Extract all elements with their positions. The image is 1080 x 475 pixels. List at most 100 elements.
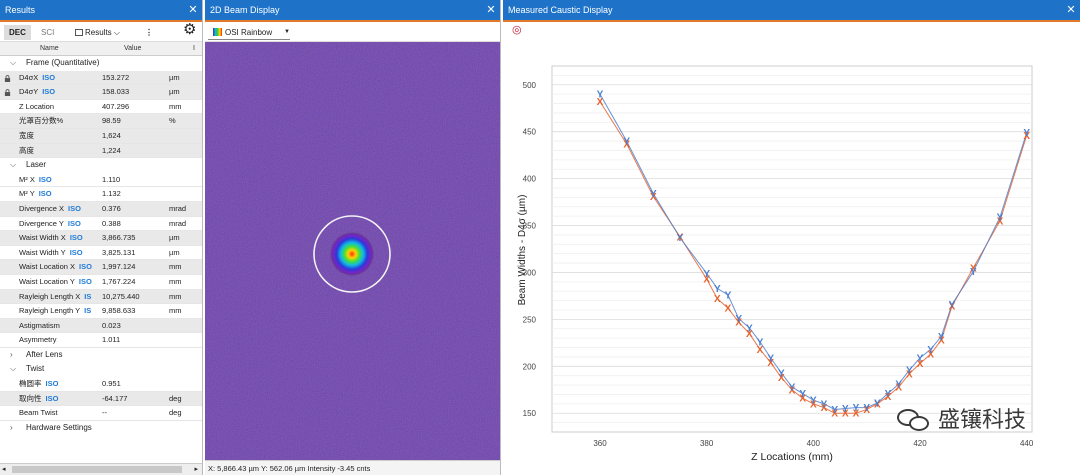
row-name-text: D4σY <box>19 87 39 97</box>
results-dropdown-button[interactable]: Results ⌵ <box>70 25 125 40</box>
watermark: 盛镶科技 <box>897 407 1026 435</box>
row-name: Z Location <box>19 100 54 115</box>
row-value: 1.110 <box>102 174 121 184</box>
row-name: 宽度 <box>19 129 34 144</box>
beam-image[interactable] <box>205 42 501 460</box>
x-tick-label: 360 <box>593 439 607 448</box>
caustic-panel: Measured Caustic Display ✕ ◎ 150 200 250 30… <box>503 0 1080 475</box>
row-name: Waist Location X ISO <box>19 260 92 275</box>
row-unit: mm <box>169 101 182 111</box>
row-name: Waist Location Y ISO <box>19 275 92 290</box>
row-value: 0.388 <box>102 218 121 228</box>
cursor-readout: X: 5,866.43 µm Y: 562.06 µm Intensity -3… <box>208 464 371 473</box>
table-row: Beam Twist -- deg <box>0 406 202 421</box>
tab-sci[interactable]: SCI <box>41 28 55 37</box>
table-row: Rayleigh Length X IS 10,275.440 mm <box>0 289 202 305</box>
row-name-text: Asymmetry <box>19 335 57 345</box>
data-point-x: X <box>853 409 860 420</box>
data-point-y: Y <box>767 353 774 364</box>
row-name: M² X ISO <box>19 173 52 188</box>
data-point-x: X <box>949 302 956 313</box>
lock-icon[interactable] <box>4 74 11 82</box>
row-unit: µm <box>169 247 180 257</box>
more-options-icon[interactable]: ⋮ <box>145 28 153 37</box>
target-settings-icon[interactable]: ◎ <box>512 24 522 36</box>
row-name: Rayleigh Length Y IS <box>19 304 91 319</box>
chevron-right-icon[interactable]: › <box>10 422 13 432</box>
row-name-text: 宽度 <box>19 130 34 140</box>
scrollbar-thumb[interactable] <box>12 466 182 473</box>
y-tick-label: 500 <box>523 81 537 90</box>
row-value: 0.376 <box>102 203 121 213</box>
table-row: M² Y ISO 1.132 <box>0 187 202 202</box>
chevron-down-icon[interactable]: ⌵ <box>10 364 17 374</box>
group-row[interactable]: ⌵ Twist <box>0 362 202 378</box>
table-row: Asymmetry 1.011 <box>0 333 202 348</box>
data-point-x: X <box>810 399 817 410</box>
group-row[interactable]: › Hardware Settings <box>0 420 202 436</box>
group-row[interactable]: ⌵ Frame (Quantitative) <box>0 56 202 71</box>
data-point-x: X <box>650 192 657 203</box>
data-point-x: X <box>597 97 604 108</box>
row-name-text: 椭圆率 <box>19 379 42 389</box>
row-value: 10,275.440 <box>102 291 140 301</box>
row-name: Waist Width Y ISO <box>19 246 83 261</box>
row-name-text: Divergence Y <box>19 218 64 228</box>
row-value: 158.033 <box>102 87 130 97</box>
data-point-x: X <box>997 216 1004 227</box>
lock-icon[interactable] <box>4 89 11 97</box>
table-row: Rayleigh Length Y IS 9,858.633 mm <box>0 304 202 319</box>
iso-badge: ISO <box>67 218 81 228</box>
row-unit: mrad <box>169 218 187 228</box>
column-header-unit[interactable]: I <box>193 45 195 52</box>
data-point-y: Y <box>810 396 817 407</box>
table-row: D4σY ISO 158.033 µm <box>0 85 202 100</box>
row-unit: mrad <box>169 203 187 213</box>
iso-badge: ISO <box>38 174 52 184</box>
row-name: Divergence X ISO <box>19 202 81 217</box>
close-icon[interactable]: ✕ <box>486 4 496 16</box>
watermark-text: 盛镶科技 <box>938 408 1027 433</box>
row-unit: mm <box>169 276 182 286</box>
scroll-left-icon[interactable]: ◂ <box>2 466 6 473</box>
row-name: Asymmetry <box>19 333 57 348</box>
fit-line-y <box>599 93 1028 410</box>
tab-dec[interactable]: DEC <box>4 25 31 40</box>
chevron-right-icon[interactable]: › <box>10 349 13 359</box>
y-tick-label: 300 <box>523 268 537 277</box>
results-table-header: Name Value I <box>0 42 202 56</box>
gear-icon[interactable]: ⚙ <box>183 21 197 38</box>
results-dropdown-label: Results <box>85 28 112 37</box>
chevron-down-icon[interactable]: ⌵ <box>10 58 17 67</box>
results-toolbar: DEC SCI Results ⌵ ⋮ ⚙ <box>0 22 202 42</box>
group-label: After Lens <box>26 349 63 359</box>
row-unit: mm <box>169 262 182 272</box>
close-icon[interactable]: ✕ <box>188 4 198 16</box>
row-name-text: M² Y <box>19 189 35 199</box>
y-tick-label: 250 <box>523 315 537 324</box>
x-tick-label: 380 <box>700 439 714 448</box>
group-row[interactable]: ⌵ Laser <box>0 158 202 173</box>
column-header-name[interactable]: Name <box>40 45 59 52</box>
data-point-y: Y <box>746 323 753 334</box>
row-value: 1,767.224 <box>102 276 136 286</box>
group-row[interactable]: › After Lens <box>0 347 202 363</box>
row-name: 椭圆率 ISO <box>19 377 58 392</box>
row-value: 1,624 <box>102 130 121 140</box>
data-point-x: X <box>767 358 774 369</box>
chevron-down-icon[interactable]: ⌵ <box>10 160 17 170</box>
row-unit: mm <box>169 291 182 301</box>
column-header-value[interactable]: Value <box>124 45 142 52</box>
palette-select[interactable]: OSI Rainbow ▼ <box>208 25 290 40</box>
data-point-y: Y <box>970 267 977 278</box>
row-name: D4σX ISO <box>19 71 55 86</box>
scroll-right-icon[interactable]: ▸ <box>194 466 198 473</box>
row-value: 407.296 <box>102 101 130 111</box>
row-unit: mm <box>169 306 182 316</box>
horizontal-scrollbar[interactable]: ◂ ▸ <box>0 463 202 475</box>
iso-badge: ISO <box>69 247 83 257</box>
close-icon[interactable]: ✕ <box>1066 4 1076 16</box>
row-name-text: Astigmatism <box>19 320 60 330</box>
table-row: 高度 1,224 <box>0 143 202 159</box>
